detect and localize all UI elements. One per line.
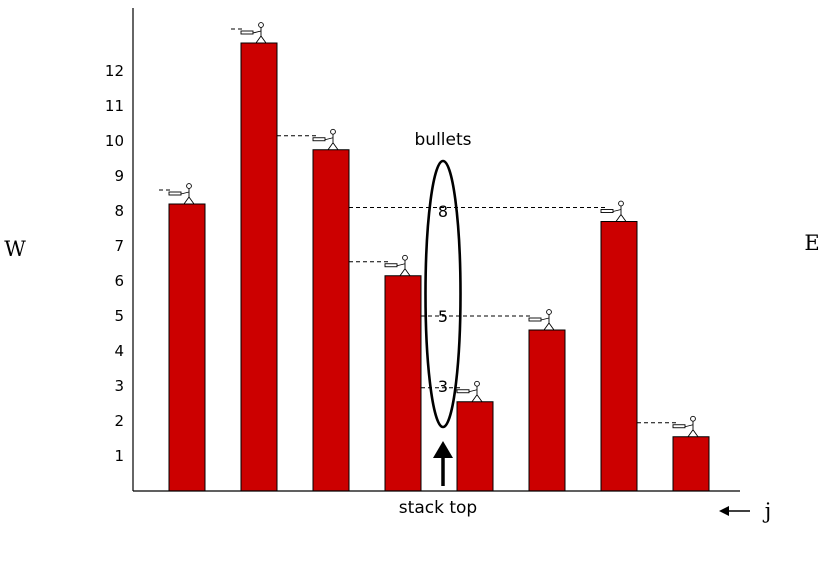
bullet-value: 3 xyxy=(438,377,448,396)
y-tick-label: 3 xyxy=(114,377,124,395)
y-tick-label: 11 xyxy=(105,97,124,115)
bar-3 xyxy=(312,149,350,492)
bar-1 xyxy=(168,203,206,492)
bullet-value: 8 xyxy=(438,202,448,221)
east-label: E xyxy=(804,231,819,255)
stick-figure-with-gun-icon xyxy=(168,183,195,205)
bullets-label: bullets xyxy=(415,130,472,150)
y-tick-label: 8 xyxy=(114,202,124,220)
y-tick-label: 7 xyxy=(114,237,124,255)
stick-figure-with-gun-icon xyxy=(384,254,411,277)
left-arrow-icon xyxy=(719,506,750,516)
line-of-fire-layer xyxy=(159,28,677,424)
bullet-value: 5 xyxy=(438,307,448,326)
stick-figure-with-gun-icon xyxy=(312,128,339,151)
y-tick-label: 6 xyxy=(114,272,124,290)
shooters-layer xyxy=(168,22,699,438)
bar-8 xyxy=(672,436,710,492)
y-tick-label: 2 xyxy=(114,412,124,430)
bar-5 xyxy=(456,401,494,492)
west-label: W xyxy=(4,237,26,261)
y-tick-label: 10 xyxy=(105,132,124,150)
bullet-stack-ellipse xyxy=(424,159,462,429)
bars-layer xyxy=(168,42,710,492)
bar-4 xyxy=(384,275,422,492)
stick-figure-with-gun-icon xyxy=(528,309,555,331)
stick-figure-with-gun-icon xyxy=(456,380,483,403)
up-arrow-icon xyxy=(433,441,453,486)
y-tick-label: 1 xyxy=(114,447,124,465)
bar-6 xyxy=(528,329,566,492)
stick-figure-with-gun-icon xyxy=(600,200,627,222)
bar-7 xyxy=(600,221,638,492)
bullet-values: 8 5 3 xyxy=(438,202,448,396)
stick-figure-with-gun-icon xyxy=(672,415,699,438)
y-tick-label: 5 xyxy=(114,307,124,325)
index-j-label: j xyxy=(762,499,772,523)
stick-figure-with-gun-icon xyxy=(240,22,267,44)
y-tick-label: 4 xyxy=(114,342,124,360)
y-tick-label: 9 xyxy=(114,167,124,185)
bar-2 xyxy=(240,42,278,492)
stack-top-label: stack top xyxy=(399,498,477,518)
y-tick-label: 12 xyxy=(105,62,124,80)
